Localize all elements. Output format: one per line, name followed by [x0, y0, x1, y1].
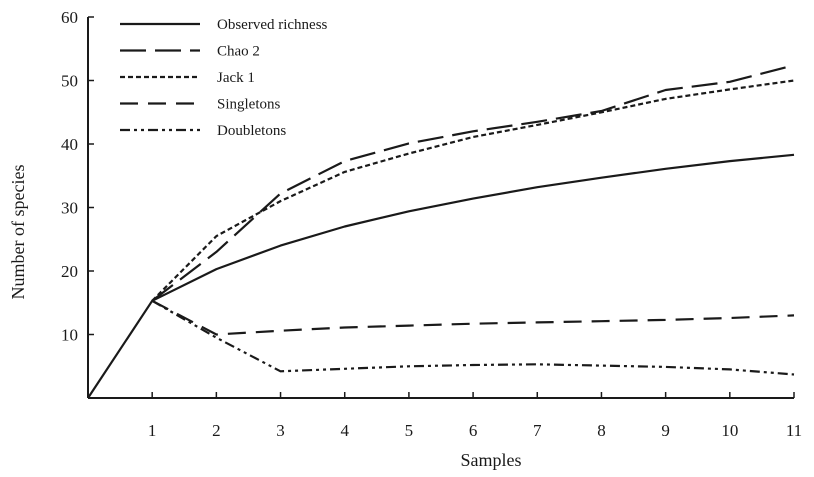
- series-line-3: [151, 79, 795, 302]
- x-tick-label: 5: [405, 421, 414, 440]
- series-line-4: [151, 299, 795, 336]
- x-tick-label: 2: [212, 421, 221, 440]
- x-tick-label: 8: [597, 421, 606, 440]
- series-line-2: [151, 64, 795, 302]
- x-tick-label: 7: [533, 421, 542, 440]
- x-tick-label: 1: [148, 421, 157, 440]
- y-tick-label: 30: [61, 199, 78, 218]
- x-tick-label: 10: [721, 421, 738, 440]
- y-tick-label: 50: [61, 72, 78, 91]
- x-tick-label: 6: [469, 421, 478, 440]
- y-tick-label: 60: [61, 8, 78, 27]
- series-line-5: [151, 299, 795, 376]
- x-tick-label: 4: [340, 421, 349, 440]
- y-tick-label: 10: [61, 326, 78, 345]
- legend-label-5: Doubletons: [217, 123, 286, 139]
- y-tick-label: 20: [61, 262, 78, 281]
- legend-label-1: Observed richness: [217, 17, 328, 33]
- x-tick-label: 9: [661, 421, 670, 440]
- x-tick-label: 11: [786, 421, 802, 440]
- legend-label-2: Chao 2: [217, 44, 260, 60]
- legend-label-4: Singletons: [217, 97, 281, 113]
- axes: 10 20 30 40 50 60 1 2 3 4 5 6 7 8 9 10 11: [61, 8, 802, 440]
- x-tick-label: 3: [276, 421, 285, 440]
- series-line-1: [87, 153, 795, 399]
- y-tick-label: 40: [61, 135, 78, 154]
- series-lines: [87, 64, 795, 399]
- x-axis-label: Samples: [461, 450, 522, 470]
- legend-label-3: Jack 1: [217, 70, 255, 86]
- legend: Observed richness Chao 2 Jack 1 Singletons D…: [120, 17, 328, 139]
- y-axis-label: Number of species: [8, 165, 28, 300]
